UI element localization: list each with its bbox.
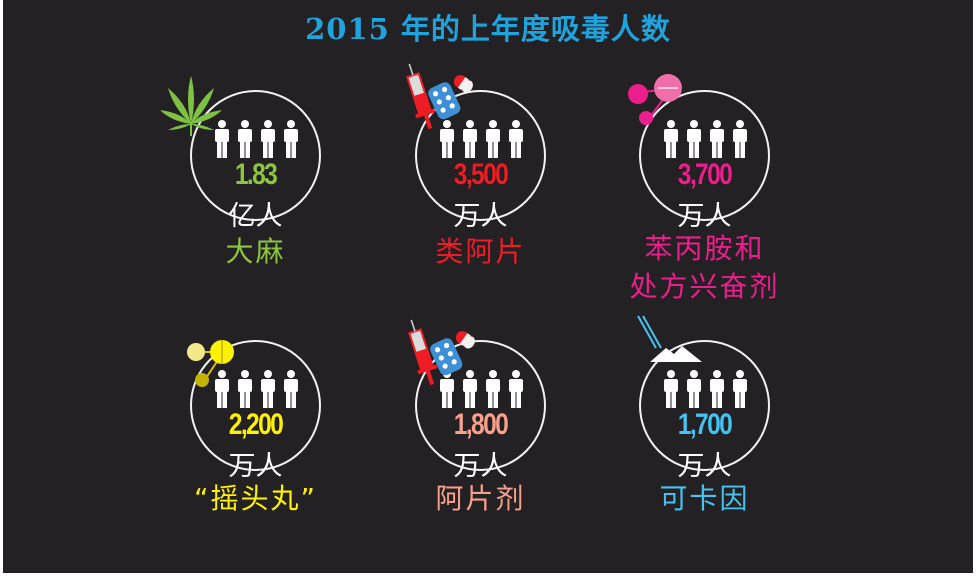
stat-label: 阿片剂 <box>435 482 526 515</box>
stat-opiates: 1,800 万人 阿片剂 <box>403 340 563 576</box>
people-icon <box>664 120 747 158</box>
cannabis-leaf-icon <box>160 76 222 136</box>
stat-amphetamines: 3,700 万人 苯丙胺和 处方兴奋剂 <box>627 90 787 350</box>
people-icon <box>440 120 523 158</box>
people-icon <box>664 370 747 408</box>
stat-value: 1.83 <box>234 158 278 191</box>
pink-pills-icon <box>628 74 682 125</box>
stat-ring <box>415 340 546 471</box>
stat-value: 2,200 <box>228 408 284 441</box>
stat-label: 大麻 <box>225 235 286 268</box>
people-icon <box>215 120 298 158</box>
stat-unit: 万人 <box>677 451 732 482</box>
stat-value: 3,700 <box>677 158 733 191</box>
stat-label: 苯丙胺和 处方兴奋剂 <box>629 232 780 303</box>
stat-ring <box>190 90 321 221</box>
stat-value: 1,700 <box>677 408 733 441</box>
stat-value: 1,800 <box>453 408 509 441</box>
stat-unit: 万人 <box>453 201 508 232</box>
stat-ecstasy: 2,200 万人 “摇头丸” <box>178 340 338 576</box>
page-title: 2015 年的上年度吸毒人数 <box>305 12 671 46</box>
stat-unit: 万人 <box>453 451 508 482</box>
stat-value: 3,500 <box>453 158 509 191</box>
stat-unit: 万人 <box>677 201 732 232</box>
cocaine-line-icon <box>637 315 702 362</box>
stat-opioids: 3,500 万人 类阿片 <box>403 90 563 350</box>
stat-ring <box>639 90 770 221</box>
people-icon <box>215 370 298 408</box>
stat-cocaine: 1,700 万人 可卡因 <box>627 340 787 576</box>
syringe-pills-icon <box>407 319 475 386</box>
stat-ring <box>639 340 770 471</box>
stat-unit: 万人 <box>228 451 283 482</box>
stat-label: “摇头丸” <box>193 482 317 515</box>
syringe-pills-icon <box>405 63 473 130</box>
frame-edge-right <box>973 0 976 576</box>
stat-cannabis: 1.83 亿人 大麻 <box>178 90 338 350</box>
people-icon <box>440 370 523 408</box>
stat-label: 可卡因 <box>659 482 750 515</box>
frame-edge-bottom <box>0 573 976 576</box>
frame-edge-left <box>0 0 3 576</box>
stat-ring <box>190 340 321 471</box>
stat-label: 类阿片 <box>435 235 526 268</box>
stat-unit: 亿人 <box>228 201 283 232</box>
stat-ring <box>415 90 546 221</box>
yellow-pills-icon <box>187 340 234 387</box>
